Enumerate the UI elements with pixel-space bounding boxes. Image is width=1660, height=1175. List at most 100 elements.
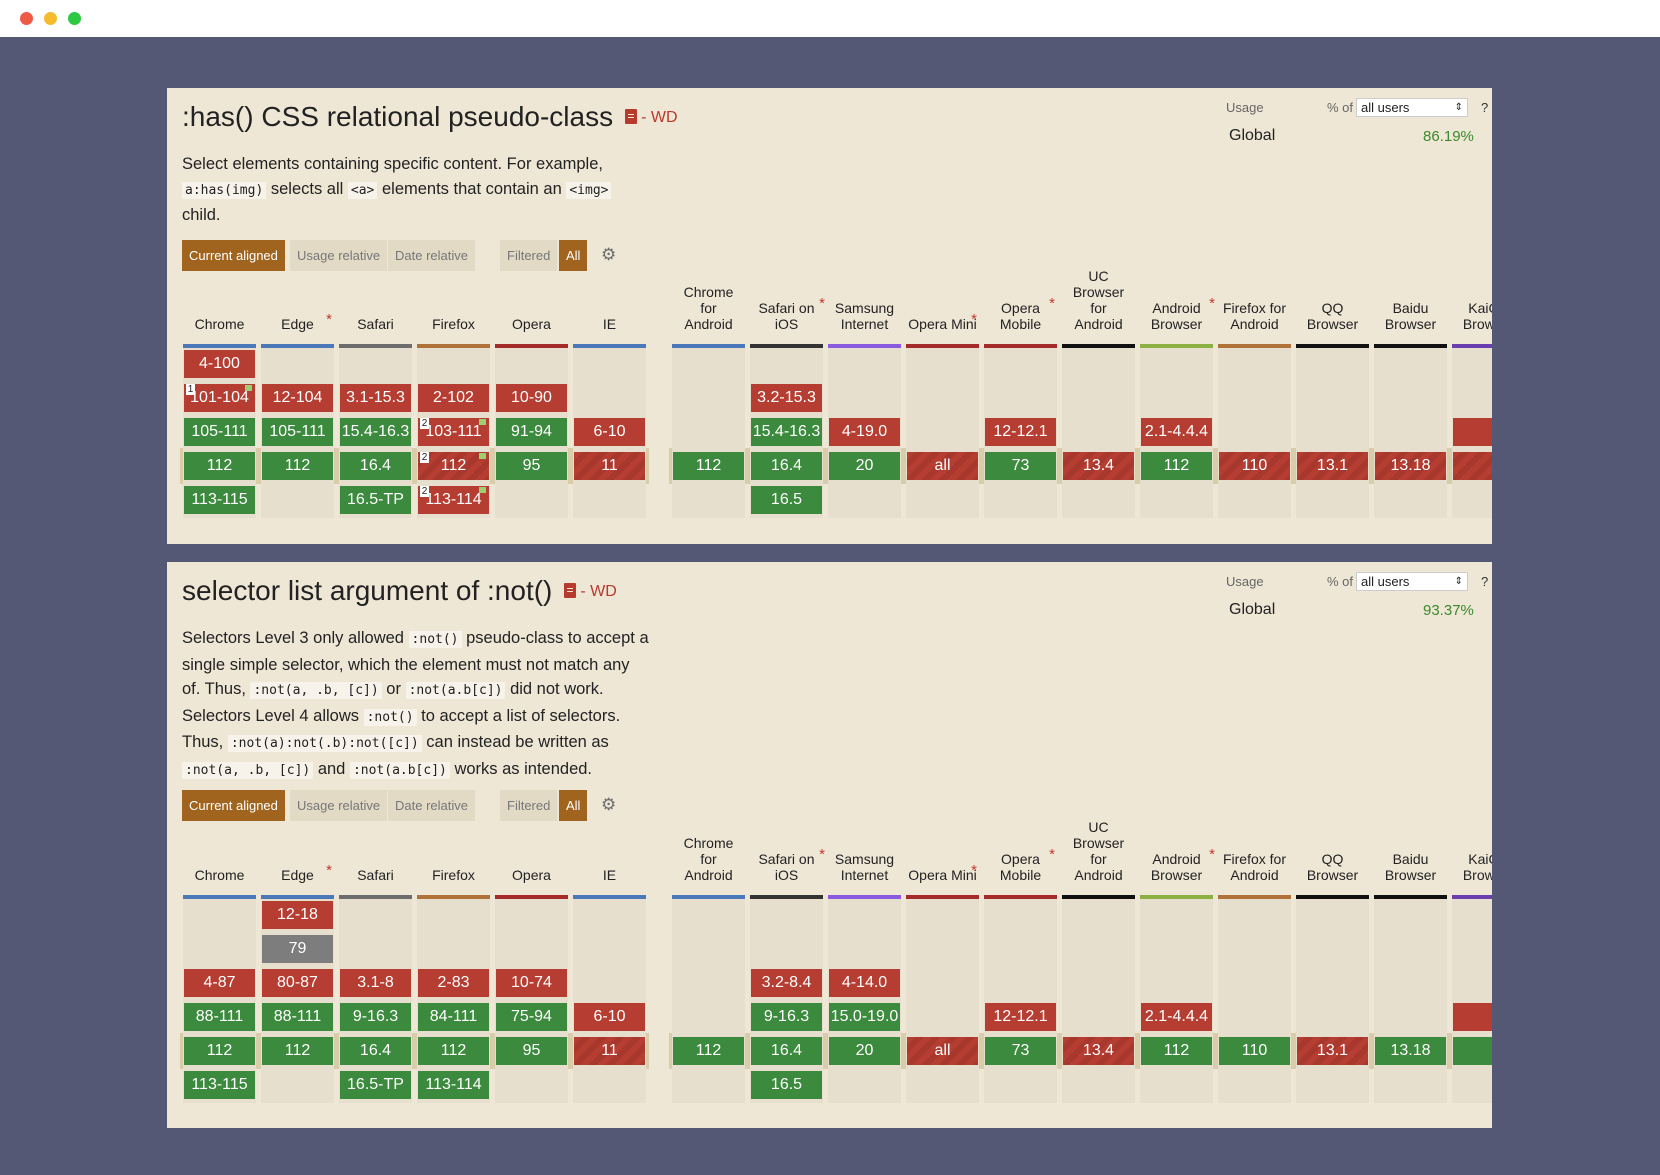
version-cell[interactable]: 91-94 xyxy=(496,418,567,446)
browser-header-ie[interactable]: IE xyxy=(573,867,646,883)
version-cell[interactable]: 10-90 xyxy=(496,384,567,412)
user-scope-select[interactable]: all users ⇕ xyxy=(1356,572,1468,591)
version-cell[interactable]: 16.4 xyxy=(340,1037,411,1065)
version-cell[interactable]: 6-10 xyxy=(574,1003,645,1031)
version-cell[interactable]: 110 xyxy=(1219,452,1290,480)
browser-header-samsung-internet[interactable]: Samsung Internet xyxy=(828,300,901,332)
browser-header-safari[interactable]: Safari xyxy=(339,867,412,883)
version-cell[interactable]: 13.18 xyxy=(1375,1037,1446,1065)
version-cell[interactable]: 11 xyxy=(574,1037,645,1065)
browser-header-edge[interactable]: Edge * xyxy=(261,863,334,884)
browser-header-chrome-for-android[interactable]: Chrome for Android xyxy=(672,284,745,332)
spec-status-badge[interactable]: - WD xyxy=(564,581,617,601)
version-cell[interactable]: 3.2-15.3 xyxy=(751,384,822,412)
browser-header-chrome[interactable]: Chrome xyxy=(183,867,256,883)
version-cell[interactable]: 2.1-4.4.4 xyxy=(1141,418,1212,446)
settings-gear-icon[interactable]: ⚙ xyxy=(601,245,617,264)
version-cell[interactable]: 112 xyxy=(1141,452,1212,480)
filtered-button[interactable]: Filtered xyxy=(500,240,558,271)
version-cell[interactable]: 112 xyxy=(262,1037,333,1065)
user-scope-select[interactable]: all users ⇕ xyxy=(1356,98,1468,117)
version-cell[interactable]: 13.1 xyxy=(1297,452,1368,480)
version-cell[interactable]: 3.2-8.4 xyxy=(751,969,822,997)
version-cell[interactable]: 75-94 xyxy=(496,1003,567,1031)
version-cell[interactable]: 16.4 xyxy=(340,452,411,480)
feature-title[interactable]: selector list argument of :not() - WD xyxy=(182,575,617,607)
version-cell[interactable]: 10-74 xyxy=(496,969,567,997)
maximize-window-button[interactable] xyxy=(68,12,81,25)
usage-help-link[interactable]: ? xyxy=(1481,100,1489,115)
browser-header-firefox-for-android[interactable]: Firefox for Android xyxy=(1218,300,1291,332)
version-cell[interactable]: 79 xyxy=(262,935,333,963)
version-cell[interactable]: 13.4 xyxy=(1063,1037,1134,1065)
browser-header-opera[interactable]: Opera xyxy=(495,867,568,883)
version-cell[interactable]: 15.0-19.0 xyxy=(829,1003,900,1031)
version-cell[interactable]: 112 xyxy=(184,1037,255,1065)
browser-header-baidu-browser[interactable]: Baidu Browser xyxy=(1374,851,1447,883)
usage-relative-button[interactable]: Usage relative xyxy=(290,240,388,271)
version-cell[interactable]: 4-19.0 xyxy=(829,418,900,446)
version-cell[interactable]: 110 xyxy=(1219,1037,1290,1065)
version-cell[interactable]: 112 2 xyxy=(418,452,489,480)
browser-header-android-browser[interactable]: Android Browser * xyxy=(1140,296,1215,333)
browser-header-chrome[interactable]: Chrome xyxy=(183,316,256,332)
version-cell[interactable]: 16.5-TP xyxy=(340,486,411,514)
version-cell[interactable]: 3.1-8 xyxy=(340,969,411,997)
version-cell[interactable]: 12-18 xyxy=(262,901,333,929)
version-cell[interactable]: 113-114 2 xyxy=(418,486,489,514)
version-cell[interactable]: 80-87 xyxy=(262,969,333,997)
feature-title[interactable]: :has() CSS relational pseudo-class - WD xyxy=(182,101,678,133)
version-cell[interactable]: 113-115 xyxy=(184,1071,255,1099)
version-cell[interactable]: 112 xyxy=(184,452,255,480)
browser-header-uc-browser-for-android[interactable]: UC Browser for Android xyxy=(1062,268,1135,332)
browser-header-samsung-internet[interactable]: Samsung Internet xyxy=(828,851,901,883)
date-relative-button[interactable]: Date relative xyxy=(388,790,475,821)
version-cell[interactable]: 12-12.1 xyxy=(985,418,1056,446)
browser-header-firefox[interactable]: Firefox xyxy=(417,867,490,883)
version-cell[interactable]: 113-114 xyxy=(418,1071,489,1099)
version-cell[interactable]: 12-12.1 xyxy=(985,1003,1056,1031)
browser-header-opera-mobile[interactable]: Opera Mobile * xyxy=(984,847,1057,884)
version-cell[interactable]: 2-102 xyxy=(418,384,489,412)
current-aligned-button[interactable]: Current aligned xyxy=(182,240,285,271)
spec-status-badge[interactable]: - WD xyxy=(625,107,678,127)
version-cell[interactable]: 103-111 2 xyxy=(418,418,489,446)
version-cell[interactable]: 9-16.3 xyxy=(340,1003,411,1031)
version-cell[interactable]: 2.1-4.4.4 xyxy=(1141,1003,1212,1031)
version-cell[interactable]: 4-14.0 xyxy=(829,969,900,997)
browser-header-qq-browser[interactable]: QQ Browser xyxy=(1296,851,1369,883)
version-cell[interactable]: 88-111 xyxy=(262,1003,333,1031)
browser-header-safari-on-ios[interactable]: Safari on iOS * xyxy=(750,847,825,884)
version-cell[interactable]: 101-104 1 xyxy=(184,384,255,412)
version-cell[interactable]: 16.4 xyxy=(751,1037,822,1065)
usage-relative-button[interactable]: Usage relative xyxy=(290,790,388,821)
browser-header-safari-on-ios[interactable]: Safari on iOS * xyxy=(750,296,825,333)
version-cell[interactable]: 105-111 xyxy=(184,418,255,446)
version-cell[interactable]: 12-104 xyxy=(262,384,333,412)
version-cell[interactable]: 13.18 xyxy=(1375,452,1446,480)
browser-header-chrome-for-android[interactable]: Chrome for Android xyxy=(672,835,745,883)
version-cell[interactable]: 16.5 xyxy=(751,1071,822,1099)
version-cell[interactable] xyxy=(1453,1037,1492,1065)
all-button[interactable]: All xyxy=(559,240,588,271)
close-window-button[interactable] xyxy=(20,12,33,25)
version-cell[interactable]: 113-115 xyxy=(184,486,255,514)
browser-header-edge[interactable]: Edge * xyxy=(261,312,334,333)
version-cell[interactable]: 105-111 xyxy=(262,418,333,446)
version-cell[interactable]: 88-111 xyxy=(184,1003,255,1031)
browser-header-firefox[interactable]: Firefox xyxy=(417,316,490,332)
usage-help-link[interactable]: ? xyxy=(1481,574,1489,589)
browser-header-kaios-browser[interactable]: KaiOS Browser xyxy=(1452,851,1492,883)
version-cell[interactable]: 95 xyxy=(496,452,567,480)
browser-header-kaios-browser[interactable]: KaiOS Browser xyxy=(1452,300,1492,332)
filtered-button[interactable]: Filtered xyxy=(500,790,558,821)
all-button[interactable]: All xyxy=(559,790,588,821)
version-cell[interactable]: 84-111 xyxy=(418,1003,489,1031)
version-cell[interactable]: 73 xyxy=(985,1037,1056,1065)
date-relative-button[interactable]: Date relative xyxy=(388,240,475,271)
version-cell[interactable]: 112 xyxy=(673,1037,744,1065)
version-cell[interactable]: 112 xyxy=(418,1037,489,1065)
browser-header-baidu-browser[interactable]: Baidu Browser xyxy=(1374,300,1447,332)
browser-header-opera-mini[interactable]: Opera Mini * xyxy=(906,863,979,884)
version-cell[interactable] xyxy=(1453,452,1492,480)
